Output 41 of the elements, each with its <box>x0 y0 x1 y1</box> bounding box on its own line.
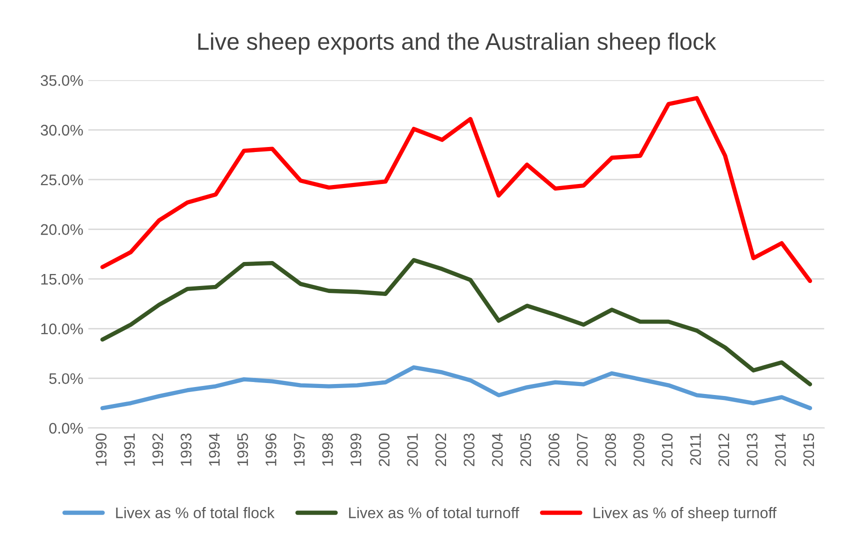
legend-label: Livex as % of total flock <box>116 507 275 518</box>
chart-title: Live sheep exports and the Australian sheep flock <box>198 32 716 55</box>
x-tick-label: 2002 <box>435 434 446 466</box>
x-tick-label: 2004 <box>492 433 503 466</box>
x-tick-label: 1998 <box>322 434 333 466</box>
legend-label: Livex as % of sheep turnoff <box>594 507 777 522</box>
x-tick-label: 1991 <box>124 434 135 466</box>
x-tick-label: 2013 <box>746 434 758 466</box>
legend-label: Livex as % of total turnoff <box>349 507 520 518</box>
y-tick-label: 5.0% <box>49 373 83 384</box>
x-tick-label: 1992 <box>152 434 164 466</box>
x-tick-label: 2014 <box>775 433 786 466</box>
y-tick-label: 0.0% <box>49 422 83 434</box>
x-tick-label: 1996 <box>266 434 276 466</box>
x-tick-label: 2010 <box>662 433 673 466</box>
x-tick-label: 2006 <box>548 434 560 466</box>
x-tick-label: 2003 <box>464 434 474 466</box>
x-tick-label: 1995 <box>237 434 248 466</box>
x-tick-label: 2015 <box>803 434 814 466</box>
y-tick-label: 25.0% <box>40 174 83 186</box>
x-tick-label: 1997 <box>294 434 305 466</box>
x-tick-label: 2005 <box>520 434 532 466</box>
line-series <box>100 96 812 284</box>
x-tick-label: 1993 <box>180 434 192 466</box>
x-tick-label: 1990 <box>96 433 107 466</box>
line-series <box>100 258 812 386</box>
line-series <box>100 365 812 410</box>
y-tick-label: 10.0% <box>41 324 83 334</box>
x-tick-label: 1999 <box>350 434 362 466</box>
x-tick-label: 1994 <box>208 433 220 466</box>
x-tick-label: 2011 <box>690 434 701 465</box>
y-tick-label: 35.0% <box>40 75 83 86</box>
x-tick-label: 2007 <box>576 434 588 466</box>
y-tick-label: 15.0% <box>41 274 83 285</box>
x-tick-label: 2008 <box>605 434 616 466</box>
y-tick-label: 20.0% <box>40 224 83 235</box>
x-tick-label: 2001 <box>407 434 418 466</box>
y-tick-label: 30.0% <box>40 124 83 136</box>
x-tick-label: 2000 <box>378 433 390 466</box>
x-tick-label: 2012 <box>718 434 730 466</box>
x-tick-label: 2009 <box>633 434 644 466</box>
